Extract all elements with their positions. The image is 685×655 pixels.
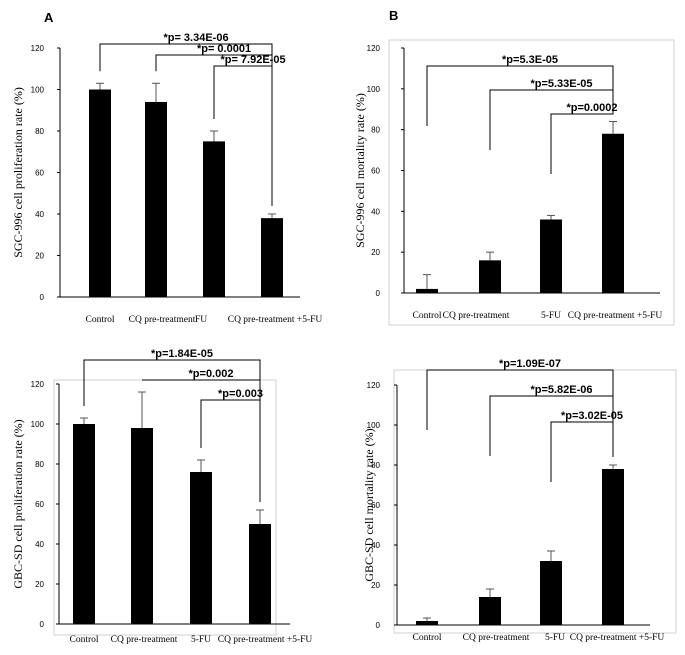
bar: [203, 141, 225, 297]
x-category-label: CQ pre-treatment +5-FU: [570, 633, 665, 643]
bar: [261, 218, 283, 297]
p-value-label: *p=0.003: [218, 388, 263, 400]
significance-bracket: [213, 65, 273, 206]
y-tick-label: 20: [35, 252, 44, 261]
y-tick-label: 40: [35, 210, 44, 219]
significance-bracket: [550, 421, 614, 482]
x-category-label: 5-FU: [541, 311, 561, 321]
bar: [479, 260, 501, 293]
y-tick-label: 20: [371, 248, 380, 257]
y-tick-label: 120: [367, 44, 381, 53]
p-value-label: *p= 7.92E-05: [220, 54, 285, 66]
y-tick-label: 120: [31, 44, 45, 53]
x-category-label: 5-FU: [191, 635, 211, 645]
x-category-label: Control: [85, 315, 114, 325]
y-tick-label: 100: [367, 85, 381, 94]
panel-frame: [393, 369, 677, 634]
bar: [540, 561, 562, 625]
y-axis-title: GBC-SD cell mortality rate (%): [362, 428, 376, 581]
y-tick-label: 120: [367, 381, 381, 390]
y-tick-label: 60: [35, 169, 44, 178]
bar: [416, 621, 438, 625]
bar: [540, 219, 562, 293]
significance-bracket: [489, 89, 614, 150]
x-category-label: CQ pre-treatment +5-FU: [228, 315, 323, 325]
y-tick-label: 100: [31, 420, 45, 429]
bar: [73, 424, 95, 624]
significance-bracket: [426, 65, 614, 126]
x-category-label: CQ pre-treatment +5-FU: [218, 635, 313, 645]
y-tick-label: 40: [371, 207, 380, 216]
x-category-label: Control: [412, 311, 441, 321]
bar: [249, 524, 271, 624]
p-value-label: *p= 3.34E-06: [163, 32, 228, 44]
x-category-label: CQ pre-treatment: [111, 635, 178, 645]
bar: [602, 469, 624, 625]
bar: [416, 288, 438, 293]
y-tick-label: 0: [40, 620, 45, 629]
x-category-label: CQ pre-treatment: [129, 315, 196, 325]
p-value-label: *p=1.84E-05: [151, 348, 213, 360]
chart-panel-4: 0 20 40 60 80 100 120 GBC-SD cell mortality rat…: [362, 358, 677, 643]
bar: [145, 101, 167, 297]
y-tick-label: 20: [371, 581, 380, 590]
y-tick-label: 80: [371, 126, 380, 135]
x-category-label: 5-FU: [545, 633, 565, 643]
y-tick-label: 40: [371, 541, 380, 550]
bar: [479, 597, 501, 625]
y-tick-label: 100: [31, 86, 45, 95]
panel-frame: [388, 39, 675, 326]
y-tick-label: 40: [35, 540, 44, 549]
chart-panel-1: A 0 20 40 60 80 100 120 SGC-996 cell proliferati…: [11, 10, 322, 325]
significance-bracket: [83, 359, 261, 502]
y-tick-label: 100: [367, 421, 381, 430]
x-category-label: CQ pre-treatment +5-FU: [568, 311, 663, 321]
p-value-label: *p=1.09E-07: [499, 358, 561, 370]
y-tick-label: 0: [40, 293, 45, 302]
p-value-label: *p= 0.0001: [197, 43, 251, 55]
x-category-label: Control: [69, 635, 98, 645]
x-category-label: FU: [195, 315, 207, 325]
p-value-label: *p=0.002: [189, 368, 234, 380]
y-axis-title: GBC-SD cell proliferation rate (%): [11, 419, 25, 588]
significance-bracket: [200, 399, 261, 502]
x-category-label: CQ pre-treatment: [463, 633, 530, 643]
panel-letter: B: [389, 8, 398, 23]
y-axis-title: SGC-996 cell proliferation rate (%): [11, 87, 25, 258]
p-value-label: *p=5.82E-06: [530, 384, 592, 396]
significance-bracket: [550, 113, 614, 174]
y-tick-label: 60: [371, 501, 380, 510]
y-tick-label: 120: [31, 380, 45, 389]
y-tick-label: 20: [35, 580, 44, 589]
y-tick-label: 80: [371, 461, 380, 470]
panel-letter: A: [44, 10, 54, 25]
y-tick-label: 80: [35, 127, 44, 136]
bar: [190, 472, 212, 624]
chart-panel-3: 0 20 40 60 80 100 120 GBC-SD cell proliferation…: [11, 348, 312, 645]
x-category-label: CQ pre-treatment: [443, 311, 510, 321]
p-value-label: *p=0.0002: [566, 102, 617, 114]
y-axis-title: SGC-996 cell mortality rate (%): [353, 93, 367, 248]
p-value-label: *p=5.33E-05: [530, 78, 592, 90]
y-tick-label: 60: [35, 500, 44, 509]
significance-bracket: [99, 43, 273, 206]
p-value-label: *p=3.02E-05: [561, 410, 623, 422]
y-tick-label: 0: [376, 289, 381, 298]
y-tick-label: 60: [371, 167, 380, 176]
y-tick-label: 0: [376, 621, 381, 630]
bar: [89, 89, 111, 297]
chart-panel-2: B 0 20 40 60 80 100 120 SGC-996 cell mortality r…: [353, 8, 675, 326]
y-tick-label: 80: [35, 460, 44, 469]
bar: [131, 428, 153, 624]
bar: [602, 133, 624, 293]
x-category-label: Control: [412, 633, 441, 643]
p-value-label: *p=5.3E-05: [502, 54, 558, 66]
